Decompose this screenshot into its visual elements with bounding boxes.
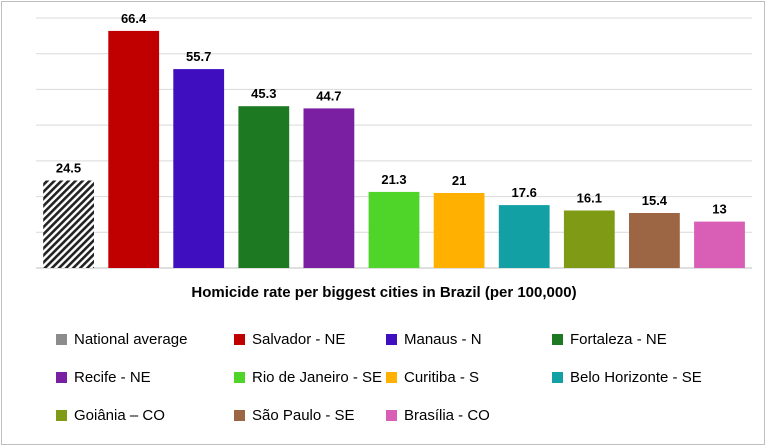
data-label-3: 55.7: [186, 49, 211, 64]
data-label-4: 45.3: [251, 86, 276, 101]
bar-3: [173, 69, 225, 268]
legend-label: Manaus - N: [404, 330, 482, 348]
legend-label: Belo Horizonte - SE: [570, 368, 702, 386]
legend-swatch: [234, 333, 245, 345]
legend-swatch: [386, 409, 397, 421]
legend-swatch: [56, 371, 67, 383]
bar-9: [563, 210, 615, 268]
data-labels: 24.5 66.4 55.7 45.3 44.7 21.3 21 17.6 16.1 15.4 13: [56, 11, 727, 217]
legend-item-11: Brasília - CO: [386, 404, 490, 426]
bars: [43, 30, 745, 269]
data-label-8: 17.6: [512, 185, 537, 200]
bar-11: [694, 221, 745, 268]
legend-item-9: Goiânia – CO: [56, 404, 165, 426]
legend-swatch: [552, 371, 563, 383]
bar-6: [368, 191, 420, 268]
bar-1: [43, 180, 94, 268]
legend-item-2: Salvador - NE: [234, 328, 345, 350]
data-label-10: 15.4: [642, 193, 668, 208]
legend-swatch: [234, 371, 245, 383]
legend-label: Goiânia – CO: [74, 406, 165, 424]
legend-item-8: Belo Horizonte - SE: [552, 366, 702, 388]
data-label-5: 44.7: [316, 88, 341, 103]
legend-swatch: [56, 409, 67, 421]
data-label-11: 13: [712, 202, 726, 217]
bar-2: [108, 30, 160, 269]
legend-item-7: Curitiba - S: [386, 366, 479, 388]
legend-label: Rio de Janeiro - SE: [252, 368, 383, 386]
legend-item-4: Fortaleza - NE: [552, 328, 667, 350]
chart-title: Homicide rate per biggest cities in Braz…: [191, 284, 577, 301]
legend-item-3: Manaus - N: [386, 328, 482, 350]
legend-swatch: [552, 333, 563, 345]
legend-item-1: National average: [56, 328, 187, 350]
data-label-9: 16.1: [577, 191, 602, 206]
data-label-1: 24.5: [56, 161, 81, 176]
bar-4: [238, 106, 290, 268]
legend-swatch: [386, 371, 397, 383]
legend-item-6: Rio de Janeiro - SE: [234, 366, 382, 388]
legend-label: São Paulo - SE: [252, 406, 355, 424]
legend-label: Recife - NE: [74, 368, 151, 386]
legend-item-10: São Paulo - SE: [234, 404, 355, 426]
legend-label: Curitiba - S: [404, 368, 480, 386]
legend-swatch: [386, 333, 397, 345]
data-label-2: 66.4: [121, 11, 147, 26]
legend-label: Salvador - NE: [252, 330, 346, 348]
data-label-6: 21.3: [381, 172, 406, 187]
legend-label: Brasília - CO: [404, 406, 490, 424]
legend-label: National average: [74, 330, 188, 348]
bar-8: [498, 205, 550, 268]
legend-label: Fortaleza - NE: [570, 330, 667, 348]
legend-item-5: Recife - NE: [56, 366, 151, 388]
bar-10: [629, 213, 680, 268]
legend-swatch: [56, 333, 67, 345]
data-label-7: 21: [452, 173, 466, 188]
bar-7: [433, 193, 485, 268]
bar-5: [303, 108, 355, 269]
legend-swatch: [234, 409, 245, 421]
